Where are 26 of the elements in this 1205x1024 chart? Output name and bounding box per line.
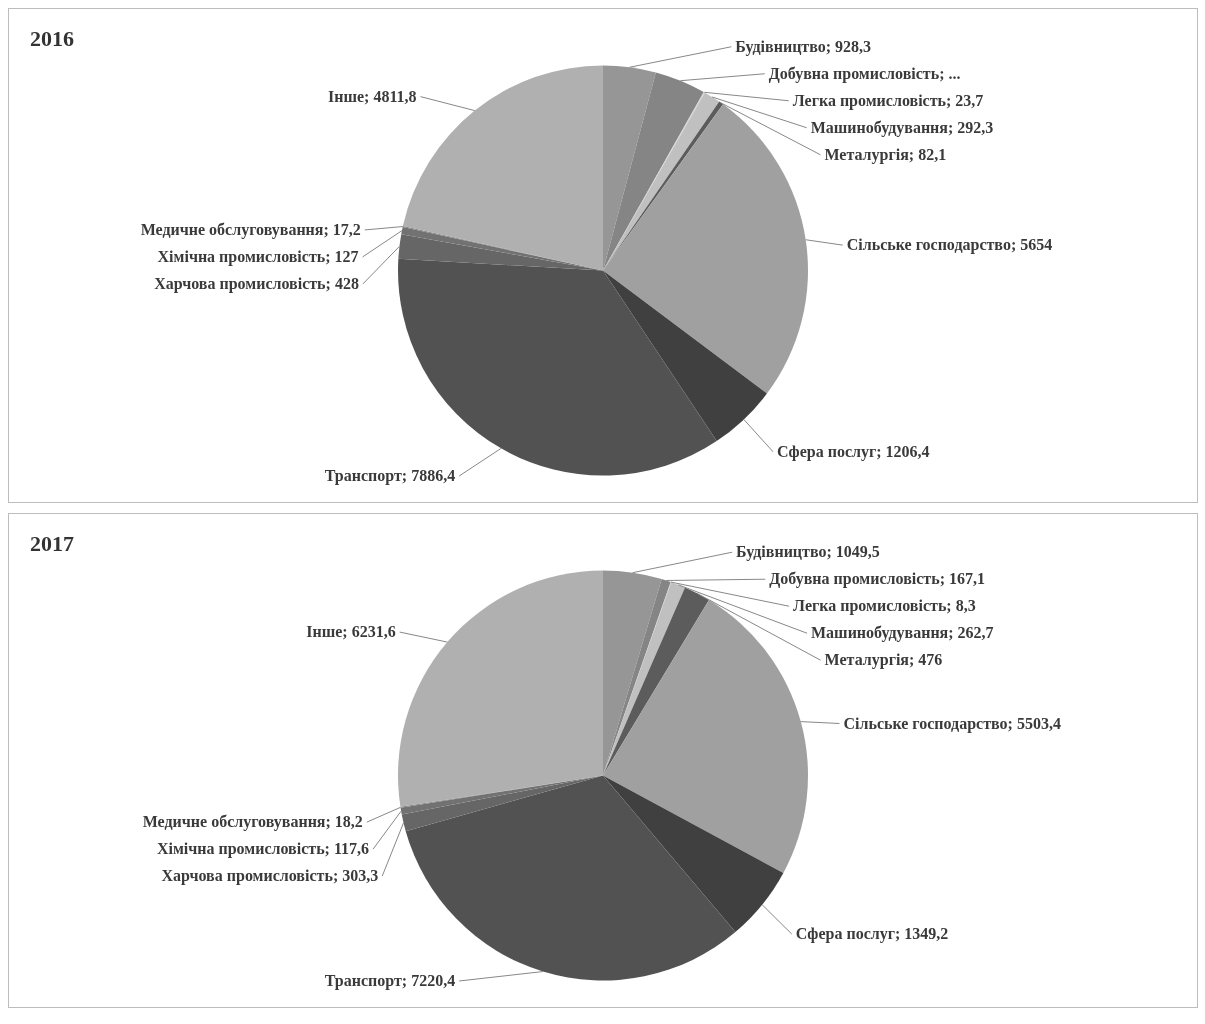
slice-label: Добувна промисловість; ...	[768, 64, 961, 83]
slice-label: Будівництво; 1049,5	[736, 543, 880, 562]
slice-label: Сільське господарство; 5503,4	[843, 714, 1061, 733]
chart-title: 2017	[30, 531, 74, 556]
chart-title: 2016	[30, 26, 74, 51]
slice-label: Транспорт; 7886,4	[324, 467, 456, 485]
slice-label: Харчова промисловість; 303,3	[161, 867, 379, 886]
slice-label: Хімічна промисловість; 117,6	[156, 840, 370, 859]
slice-label: Медичне обслуговування; 18,2	[142, 813, 363, 832]
slice-label: Інше; 6231,6	[306, 623, 396, 641]
slice-label: Транспорт; 7220,4	[324, 972, 456, 990]
slice-label: Металургія; 82,1	[824, 145, 947, 164]
slice-label: Медичне обслуговування; 17,2	[140, 220, 361, 239]
slice-label: Машинобудування; 292,3	[810, 118, 994, 137]
slice-label: Добувна промисловість; 167,1	[769, 570, 985, 589]
slice-label: Сфера послуг; 1206,4	[777, 442, 930, 461]
slice-label: Будівництво; 928,3	[735, 37, 872, 56]
slice-label: Інше; 4811,8	[328, 87, 417, 105]
slice-label: Сільське господарство; 5654	[846, 236, 1053, 255]
slice-label: Легка промисловість; 8,3	[793, 597, 976, 616]
slice-label: Хімічна промисловість; 127	[157, 247, 359, 266]
slice-label: Сфера послуг; 1349,2	[795, 925, 949, 944]
slice-label: Машинобудування; 262,7	[811, 624, 994, 643]
slice-label: Легка промисловість; 23,7	[792, 91, 984, 110]
slice-label: Металургія; 476	[824, 651, 943, 670]
slice-label: Харчова промисловість; 428	[154, 274, 359, 293]
